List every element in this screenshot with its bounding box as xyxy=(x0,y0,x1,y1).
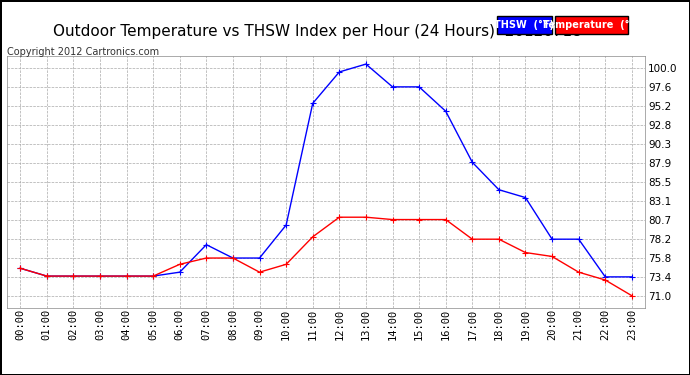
Text: Temperature  (°F): Temperature (°F) xyxy=(542,20,640,30)
Text: Outdoor Temperature vs THSW Index per Hour (24 Hours)  20120718: Outdoor Temperature vs THSW Index per Ho… xyxy=(53,24,582,39)
Text: Copyright 2012 Cartronics.com: Copyright 2012 Cartronics.com xyxy=(7,47,159,57)
Text: THSW  (°F): THSW (°F) xyxy=(495,20,554,30)
